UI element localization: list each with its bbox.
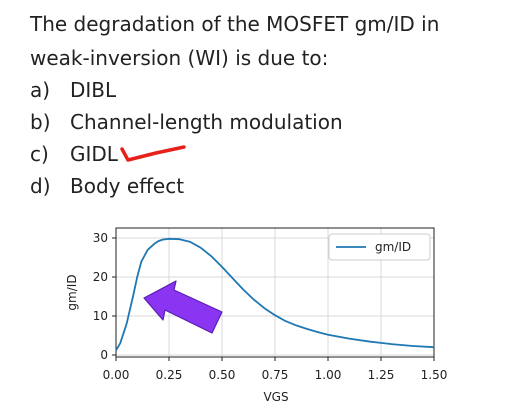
option-c-text: GIDL (70, 142, 118, 166)
y-tick-label: 0 (100, 348, 108, 362)
legend-box (328, 233, 431, 261)
y-tick-label: 10 (93, 309, 108, 323)
legend-entry-label: gm/ID (375, 240, 411, 254)
question-line-2: weak-inversion (WI) is due to: (30, 46, 329, 70)
option-b[interactable]: b) Channel-length modulation (30, 109, 343, 135)
x-tick-label: 0.75 (262, 368, 289, 382)
option-c[interactable]: c) GIDL (30, 141, 118, 167)
y-tick-label: 30 (93, 231, 108, 245)
question-line-1: The degradation of the MOSFET gm/ID in (30, 12, 440, 36)
series-line-gm-id (115, 237, 435, 351)
red-checkmark (120, 145, 186, 162)
option-a-text: DIBL (70, 78, 117, 102)
option-d-text: Body effect (70, 174, 185, 198)
chart-axes: 0.00 0.25 0.50 0.75 1.00 1.25 1.50 0 10 20 30 VGS gm… (65, 227, 448, 404)
option-b-text: Channel-length modulation (70, 110, 343, 134)
option-d[interactable]: d) Body effect (30, 173, 184, 199)
option-a[interactable]: a) DIBL (30, 77, 116, 103)
option-c-letter: c) (30, 142, 49, 166)
y-tick-label: 20 (93, 270, 108, 284)
option-a-letter: a) (30, 78, 51, 102)
x-tick-label: 1.00 (315, 368, 342, 382)
x-tick-label: 1.25 (368, 368, 395, 382)
purple-arrow-annotation (143, 280, 223, 334)
x-tick-label: 0.50 (209, 368, 236, 382)
x-tick-label: 1.50 (421, 368, 448, 382)
x-axis-label: VGS (263, 390, 288, 404)
option-b-letter: b) (30, 110, 51, 134)
chart-legend: gm/ID (328, 233, 431, 261)
x-tick-label: 0.25 (156, 368, 183, 382)
y-axis-label: gm/ID (65, 274, 79, 310)
chart-series (115, 237, 435, 351)
x-tick-label: 0.00 (103, 368, 130, 382)
option-d-letter: d) (30, 174, 51, 198)
